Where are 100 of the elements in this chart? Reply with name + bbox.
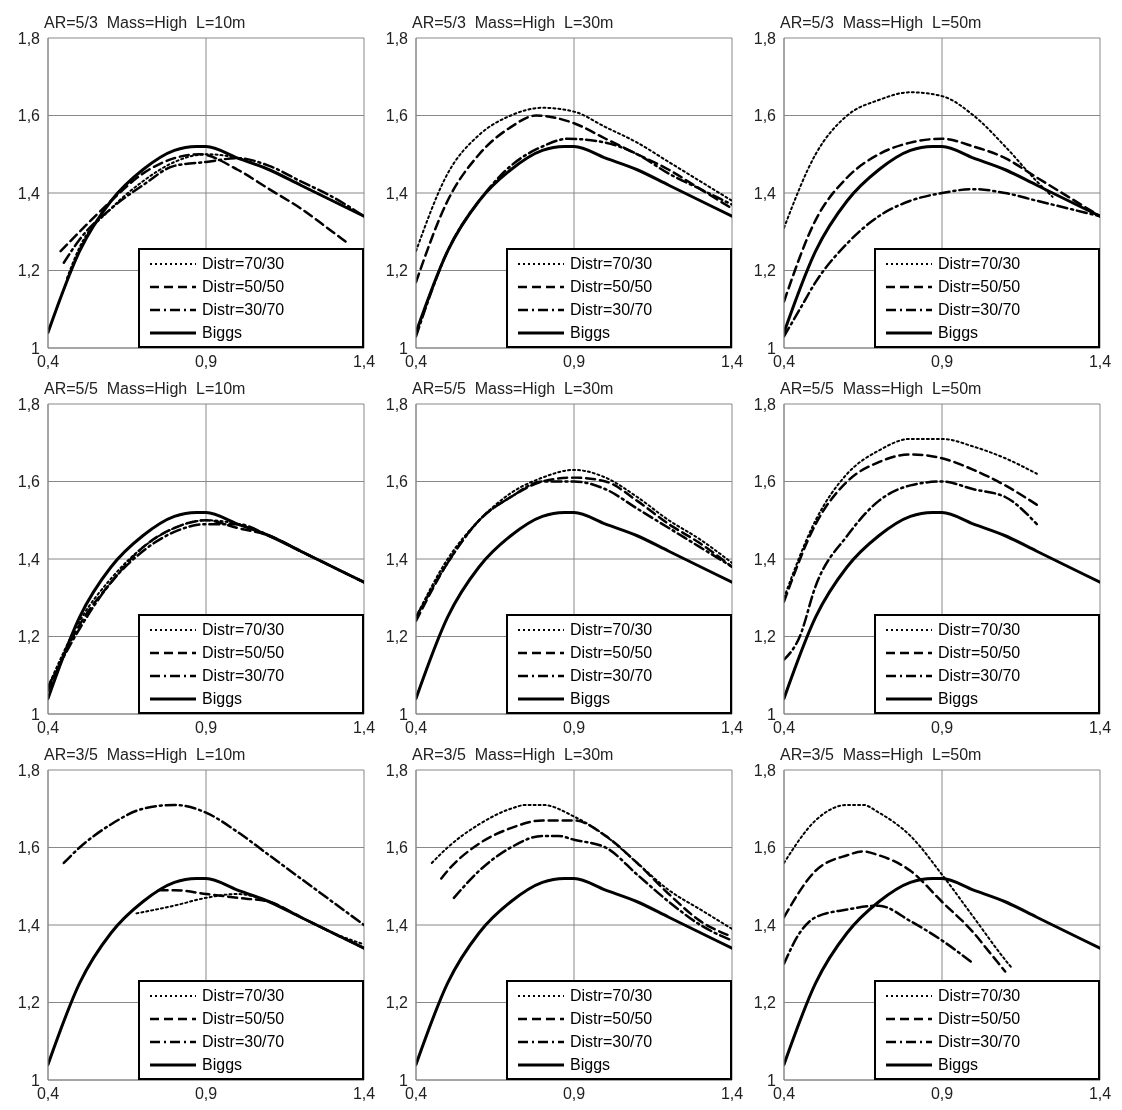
x-tick-label: 0,9: [930, 719, 954, 737]
x-tick-label: 1,4: [352, 719, 376, 737]
y-tick-label: 1,6: [753, 473, 777, 491]
legend-label: Distr=70/30: [570, 986, 653, 1005]
x-tick-label: 1,4: [352, 1085, 376, 1103]
legend-label: Biggs: [570, 689, 611, 708]
legend-label: Distr=50/50: [938, 1009, 1021, 1028]
y-tick-label: 1,2: [17, 994, 41, 1012]
legend-label: Distr=70/30: [570, 620, 653, 639]
x-tick-label: 0,4: [772, 353, 796, 371]
legend-label: Distr=70/30: [570, 254, 653, 273]
legend-label: Distr=30/70: [938, 1032, 1021, 1051]
chart-title: AR=5/3 Mass=High L=50m: [780, 14, 982, 32]
x-tick-label: 0,4: [36, 353, 60, 371]
y-tick-label: 1,4: [385, 916, 409, 934]
legend-label: Biggs: [202, 1055, 243, 1074]
y-tick-label: 1,2: [17, 628, 41, 646]
chart-title: AR=5/3 Mass=High L=30m: [412, 14, 614, 32]
chart-title: AR=3/5 Mass=High L=30m: [412, 746, 614, 764]
x-tick-label: 0,9: [194, 719, 218, 737]
x-tick-label: 0,4: [36, 719, 60, 737]
chart-title: AR=5/3 Mass=High L=10m: [44, 14, 246, 32]
y-tick-label: 1,6: [385, 473, 409, 491]
legend-label: Biggs: [202, 689, 243, 708]
legend-label: Biggs: [570, 1055, 611, 1074]
y-tick-label: 1,2: [753, 262, 777, 280]
x-tick-label: 0,9: [194, 353, 218, 371]
legend-label: Distr=30/70: [570, 666, 653, 685]
legend-label: Distr=70/30: [202, 254, 285, 273]
legend-label: Distr=50/50: [202, 643, 285, 662]
x-tick-label: 0,4: [404, 353, 428, 371]
x-tick-label: 1,4: [352, 353, 376, 371]
x-tick-label: 1,4: [1088, 1085, 1112, 1103]
y-tick-label: 1,4: [17, 184, 41, 202]
y-tick-label: 1,8: [17, 29, 41, 47]
y-tick-label: 1,8: [385, 29, 409, 47]
y-tick-label: 1,4: [753, 184, 777, 202]
legend-label: Distr=70/30: [938, 620, 1021, 639]
x-tick-label: 0,9: [930, 1085, 954, 1103]
y-tick-label: 1,8: [385, 761, 409, 779]
y-tick-label: 1,6: [753, 839, 777, 857]
y-tick-label: 1,2: [753, 994, 777, 1012]
x-tick-label: 0,9: [562, 1085, 586, 1103]
y-tick-label: 1,8: [753, 29, 777, 47]
y-tick-label: 1,8: [385, 395, 409, 413]
y-tick-label: 1,6: [753, 107, 777, 125]
y-tick-label: 1,2: [385, 994, 409, 1012]
y-tick-label: 1,4: [753, 916, 777, 934]
legend-label: Distr=30/70: [570, 300, 653, 319]
x-tick-label: 0,4: [772, 1085, 796, 1103]
y-tick-label: 1,2: [753, 628, 777, 646]
legend-label: Distr=70/30: [202, 986, 285, 1005]
y-tick-label: 1,4: [385, 184, 409, 202]
legend-label: Distr=50/50: [570, 277, 653, 296]
y-tick-label: 1,6: [17, 839, 41, 857]
y-tick-label: 1,8: [17, 395, 41, 413]
legend-label: Distr=50/50: [938, 277, 1021, 296]
x-tick-label: 0,4: [404, 719, 428, 737]
y-tick-label: 1,8: [17, 761, 41, 779]
chart-title: AR=5/5 Mass=High L=10m: [44, 380, 246, 398]
legend-label: Biggs: [570, 323, 611, 342]
x-tick-label: 1,4: [720, 1085, 744, 1103]
y-tick-label: 1,8: [753, 395, 777, 413]
legend-label: Distr=30/70: [938, 666, 1021, 685]
legend-label: Distr=50/50: [570, 1009, 653, 1028]
chart-title: AR=3/5 Mass=High L=50m: [780, 746, 982, 764]
legend-label: Distr=50/50: [938, 643, 1021, 662]
x-tick-label: 1,4: [720, 719, 744, 737]
y-tick-label: 1,2: [385, 262, 409, 280]
x-tick-label: 1,4: [1088, 353, 1112, 371]
y-tick-label: 1,2: [17, 262, 41, 280]
x-tick-label: 1,4: [720, 353, 744, 371]
legend-label: Distr=30/70: [202, 666, 285, 685]
x-tick-label: 0,9: [194, 1085, 218, 1103]
legend-label: Distr=50/50: [570, 643, 653, 662]
x-tick-label: 0,4: [772, 719, 796, 737]
y-tick-label: 1,6: [385, 107, 409, 125]
y-tick-label: 1,2: [385, 628, 409, 646]
y-tick-label: 1,4: [17, 916, 41, 934]
legend-label: Distr=30/70: [202, 300, 285, 319]
chart-title: AR=5/5 Mass=High L=30m: [412, 380, 614, 398]
y-tick-label: 1,6: [17, 473, 41, 491]
legend-label: Biggs: [938, 323, 979, 342]
x-tick-label: 0,9: [562, 353, 586, 371]
legend-label: Distr=30/70: [570, 1032, 653, 1051]
legend-label: Distr=70/30: [938, 986, 1021, 1005]
chart-title: AR=3/5 Mass=High L=10m: [44, 746, 246, 764]
y-tick-label: 1,4: [385, 550, 409, 568]
legend-label: Biggs: [938, 1055, 979, 1074]
x-tick-label: 1,4: [1088, 719, 1112, 737]
y-tick-label: 1,4: [753, 550, 777, 568]
y-tick-label: 1,6: [385, 839, 409, 857]
legend-label: Distr=70/30: [938, 254, 1021, 273]
x-tick-label: 0,9: [930, 353, 954, 371]
x-tick-label: 0,9: [562, 719, 586, 737]
y-tick-label: 1,8: [753, 761, 777, 779]
legend-label: Biggs: [202, 323, 243, 342]
x-tick-label: 0,4: [36, 1085, 60, 1103]
legend-label: Distr=70/30: [202, 620, 285, 639]
legend-label: Biggs: [938, 689, 979, 708]
